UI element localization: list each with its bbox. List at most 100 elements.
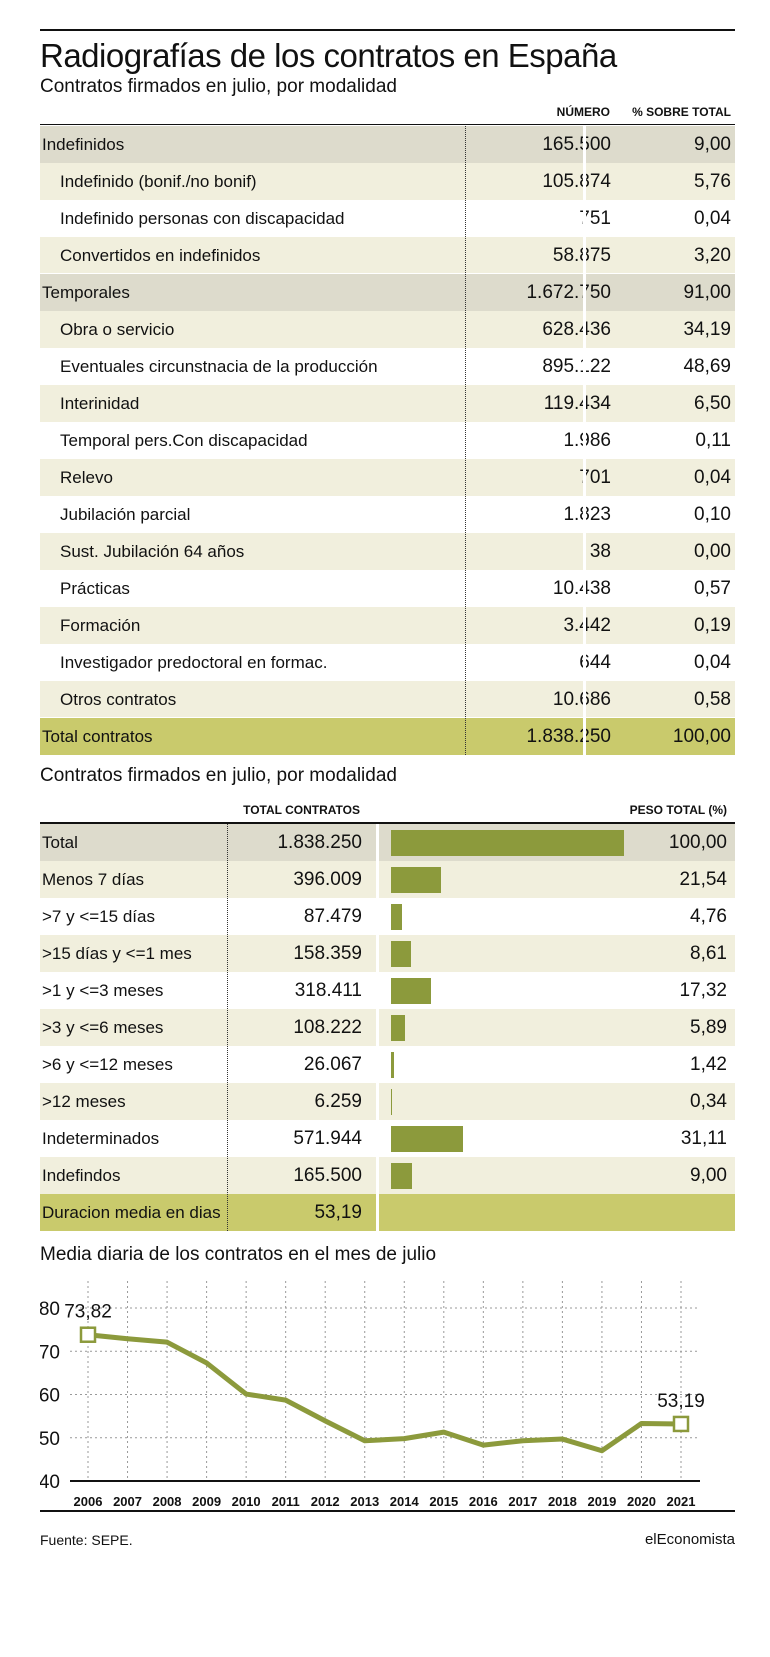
row-pct: 0,57: [694, 578, 731, 599]
row-total: 108.222: [293, 1017, 362, 1038]
row-label: Indeterminados: [42, 1129, 160, 1148]
table2-row: >3 y <=6 meses 108.222 5,89: [40, 1009, 735, 1046]
table2-row: Indeterminados 571.944 31,11: [40, 1120, 735, 1157]
x-tick-label: 2014: [390, 1494, 420, 1509]
x-tick-label: 2020: [627, 1494, 656, 1509]
row-label: Otros contratos: [60, 690, 177, 709]
table1-row: Investigador predoctoral en formac. 644 0,…: [40, 644, 735, 681]
row-total: 396.009: [293, 869, 362, 890]
table1-row: Indefinido personas con discapacidad 751 0…: [40, 200, 735, 237]
row-label: >7 y <=15 días: [42, 907, 155, 926]
bar: [391, 941, 412, 967]
bar: [391, 867, 442, 893]
row-peso: 31,11: [680, 1128, 727, 1149]
table2-row: >7 y <=15 días 87.479 4,76: [40, 898, 735, 935]
data-label: 53,19: [657, 1391, 705, 1412]
row-rule: [40, 125, 735, 126]
row-pct: 5,76: [694, 171, 731, 192]
table2-row: Total 1.838.250 100,00: [40, 824, 735, 861]
x-tick-label: 2008: [153, 1494, 182, 1509]
table1-row: Eventuales circunstnacia de la producció…: [40, 348, 735, 385]
table2-row: Menos 7 días 396.009 21,54: [40, 861, 735, 898]
row-label: >12 meses: [42, 1092, 126, 1111]
page-title: Radiografías de los contratos en España: [40, 37, 617, 74]
chart-subtitle: Media diaria de los contratos en el mes …: [40, 1244, 437, 1265]
table2-row: Indefindos 165.500 9,00: [40, 1157, 735, 1194]
table2-gap: [376, 824, 379, 1231]
table1-row: Indefinido (bonif./no bonif) 105.874 5,76: [40, 163, 735, 200]
row-total: 571.944: [293, 1128, 362, 1149]
x-tick-label: 2017: [508, 1494, 537, 1509]
table2-header-peso: PESO TOTAL (%): [629, 803, 727, 817]
top-rule: [40, 29, 735, 31]
row-peso: 4,76: [690, 906, 727, 927]
row-label: Indefinido personas con discapacidad: [60, 209, 345, 228]
row-numero: 10.438: [552, 578, 611, 599]
row-label: Temporal pers.Con discapacidad: [60, 431, 308, 450]
row-pct: 91,00: [683, 282, 731, 303]
row-numero: 751: [579, 208, 611, 229]
row-total: 318.411: [294, 980, 362, 1001]
row-label: >1 y <=3 meses: [42, 981, 164, 1000]
table1-row: Temporal pers.Con discapacidad 1.986 0,11: [40, 422, 735, 459]
row-label: Total: [42, 833, 78, 852]
row-peso: 1,42: [690, 1054, 727, 1075]
row-peso: 21,54: [679, 869, 727, 890]
row-label: Formación: [60, 616, 141, 635]
row-label: Total contratos: [42, 727, 153, 746]
x-tick-label: 2009: [192, 1494, 221, 1509]
row-peso: 100,00: [668, 832, 727, 853]
row-rule: [40, 717, 735, 718]
x-tick-label: 2007: [113, 1494, 142, 1509]
table2-row: >1 y <=3 meses 318.411 17,32: [40, 972, 735, 1009]
row-pct: 48,69: [683, 356, 731, 377]
row-label: Convertidos en indefinidos: [60, 246, 261, 265]
row-total: 6.259: [314, 1091, 362, 1112]
table1-row: Interinidad 119.434 6,50: [40, 385, 735, 422]
row-pct: 0,19: [694, 615, 731, 636]
x-tick-label: 2011: [272, 1494, 300, 1509]
series-line: [85, 1332, 684, 1454]
row-label: Indefinido (bonif./no bonif): [60, 172, 257, 191]
table1-row: Indefinidos 165.500 9,00: [40, 126, 735, 163]
bar: [391, 1126, 464, 1152]
y-tick-label: 80: [40, 1299, 60, 1320]
row-peso: 9,00: [690, 1165, 727, 1186]
row-total: 87.479: [303, 906, 362, 927]
table1-row: Sust. Jubilación 64 años 38 0,00: [40, 533, 735, 570]
row-peso: 17,32: [679, 980, 727, 1001]
table2-row: >6 y <=12 meses 26.067 1,42: [40, 1046, 735, 1083]
bar: [391, 978, 432, 1004]
table1-row: Prácticas 10.438 0,57: [40, 570, 735, 607]
row-numero: 58.875: [552, 245, 611, 266]
x-tick-label: 2021: [667, 1494, 696, 1509]
footer-rule: [40, 1510, 735, 1512]
row-total: 1.838.250: [277, 832, 362, 853]
table2-footer-row: Duracion media en dias 53,19: [40, 1194, 735, 1231]
brand-logo: elEconomista: [644, 1531, 735, 1548]
row-pct: 0,04: [694, 467, 731, 488]
table1-row: Temporales 1.672.750 91,00: [40, 274, 735, 311]
line-chart: 40 50 60 70 80 2006 2007 2008 2009 2010 2011 2012 20…: [40, 1281, 705, 1509]
row-label: Interinidad: [60, 394, 140, 413]
table1-row: Relevo 701 0,04: [40, 459, 735, 496]
footer-label: Duracion media en dias: [42, 1203, 221, 1222]
row-numero: 895.122: [542, 356, 611, 377]
table1-divider: [465, 126, 466, 755]
bar: [391, 830, 624, 856]
row-pct: 0,04: [694, 208, 731, 229]
bar: [391, 1163, 412, 1189]
bar: [391, 1052, 395, 1078]
row-total: 158.359: [293, 943, 362, 964]
x-tick-label: 2013: [350, 1494, 379, 1509]
table1-row: Jubilación parcial 1.823 0,10: [40, 496, 735, 533]
data-point-marker: [79, 1326, 97, 1343]
row-rule: [40, 273, 735, 274]
row-label: Temporales: [42, 283, 130, 302]
x-tick-label: 2015: [429, 1494, 458, 1509]
x-tick-label: 2010: [232, 1494, 261, 1509]
footer-total: 53,19: [314, 1202, 362, 1223]
table2-header-rule: [40, 822, 735, 824]
bar: [391, 1015, 405, 1041]
table1-header-pct: % SOBRE TOTAL: [632, 105, 731, 119]
